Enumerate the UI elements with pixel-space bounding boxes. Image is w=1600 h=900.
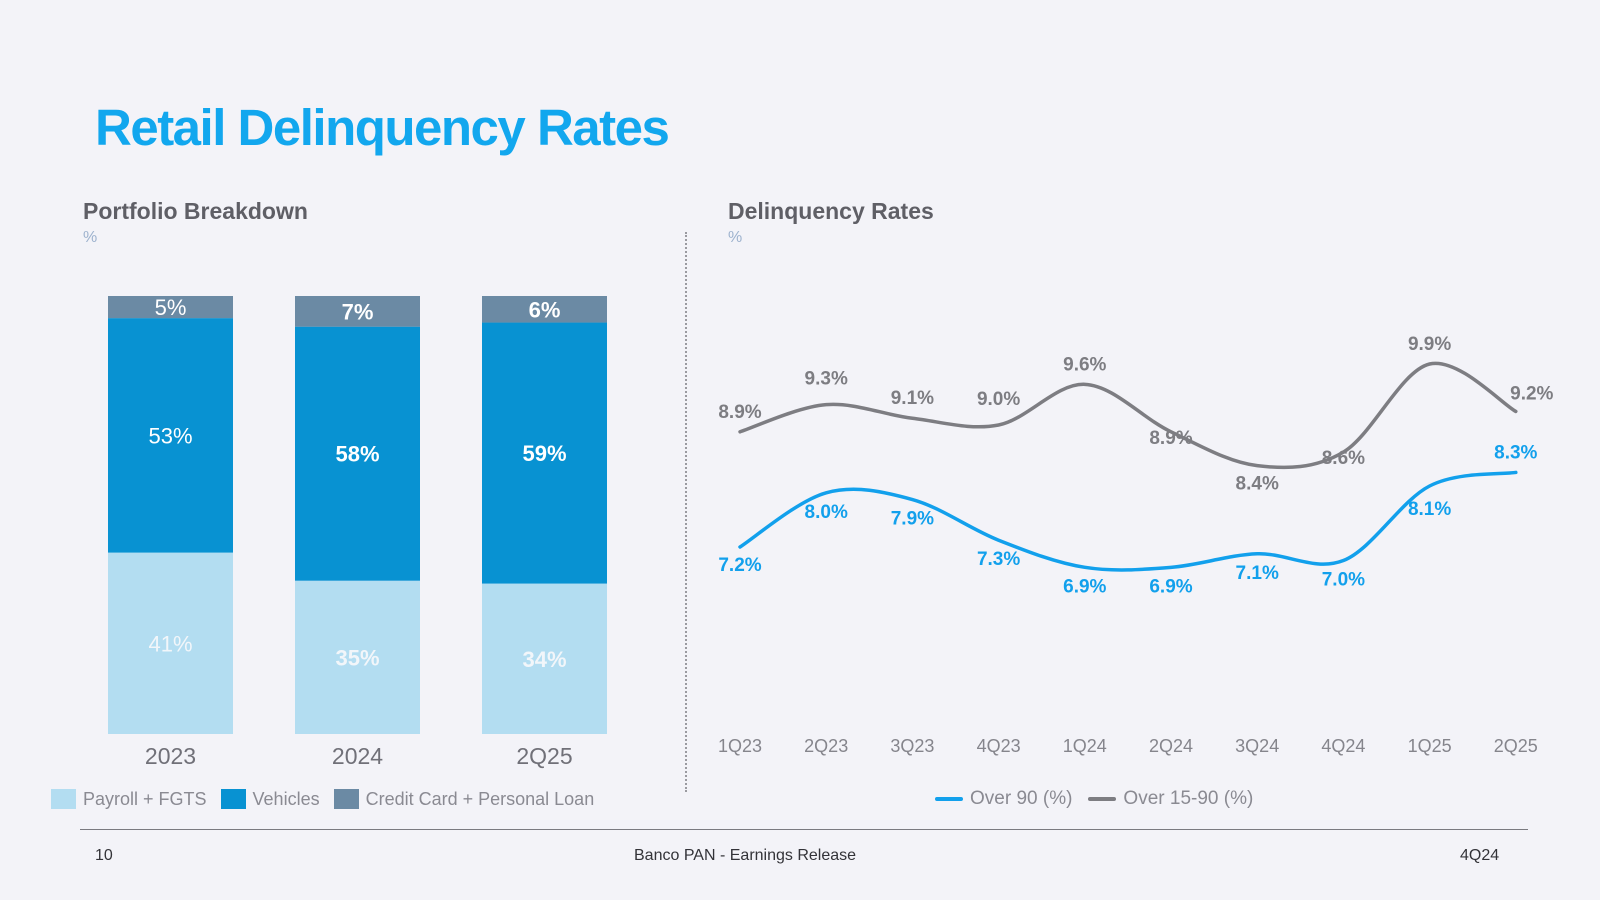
legend-label-payroll: Payroll + FGTS xyxy=(83,788,207,809)
point-label-over-90-1q25: 8.1% xyxy=(1408,499,1451,520)
legend-item-payroll: Payroll + FGTS xyxy=(51,789,207,810)
bar-vehicles-2q25 xyxy=(482,322,607,584)
x-tick-2q25: 2Q25 xyxy=(1494,736,1538,756)
point-label-over-90-3q24: 7.1% xyxy=(1236,563,1279,584)
point-label-over-90-3q23: 7.9% xyxy=(891,509,934,530)
bar-credit-card-personal-loan-2024 xyxy=(295,296,420,327)
bar-label-vehicles-2024: 58% xyxy=(335,442,379,467)
bar-credit-card-personal-loan-2023 xyxy=(108,296,233,319)
point-label-over-90-1q24: 6.9% xyxy=(1063,576,1106,597)
portfolio-chart-title: Portfolio Breakdown xyxy=(83,198,308,224)
footer-center-text: Banco PAN - Earnings Release xyxy=(634,847,857,864)
legend-label-vehicles: Vehicles xyxy=(252,788,320,809)
bar-payroll-fgts-2024 xyxy=(295,580,420,734)
x-tick-2q23: 2Q23 xyxy=(804,736,848,756)
point-label-over-90-2q23: 8.0% xyxy=(805,502,848,523)
x-tick-4q23: 4Q23 xyxy=(977,736,1021,756)
point-label-over-15-90-3q23: 9.1% xyxy=(891,388,934,409)
legend-swatch-payroll xyxy=(51,789,76,809)
x-tick-2q24: 2Q24 xyxy=(1149,736,1193,756)
point-label-over-15-90-2q25: 9.2% xyxy=(1510,383,1553,404)
legend-item-credit-card: Credit Card + Personal Loan xyxy=(333,788,595,810)
bar-payroll-fgts-2q25 xyxy=(482,583,607,734)
legend-label-over-90: Over 90 (%) xyxy=(970,788,1073,809)
x-tick-4q24: 4Q24 xyxy=(1321,736,1365,756)
bar-label-credit-card-personal-loan-2q25: 6% xyxy=(529,297,561,322)
x-tick-3q24: 3Q24 xyxy=(1235,736,1279,756)
point-label-over-15-90-4q23: 9.0% xyxy=(977,389,1020,410)
delinquency-line-chart: 8.9% 9.3% 9.1% 9.0% 9.6% 8.9% 8.4% 8.6% 9.9% 9.2%… xyxy=(718,334,1554,756)
x-tick-1q25: 1Q25 xyxy=(1408,736,1452,756)
delinquency-legend: Over 90 (%) Over 15-90 (%) xyxy=(935,788,1253,810)
footer-period: 4Q24 xyxy=(1460,847,1500,864)
legend-swatch-credit-card xyxy=(333,789,359,809)
delinquency-chart-title: Delinquency Rates xyxy=(728,198,934,224)
point-label-over-15-90-4q24: 8.6% xyxy=(1322,448,1365,469)
bar-label-payroll-fgts-2q25: 34% xyxy=(522,647,566,672)
legend-item-over-90: Over 90 (%) xyxy=(935,788,1072,810)
legend-item-over-15-90: Over 15-90 (%) xyxy=(1088,788,1253,810)
bar-credit-card-personal-loan-2q25 xyxy=(482,296,607,323)
legend-swatch-vehicles xyxy=(220,789,246,809)
point-label-over-15-90-1q24: 9.6% xyxy=(1063,354,1106,375)
point-label-over-15-90-2q23: 9.3% xyxy=(805,369,848,390)
legend-swatch-over-90 xyxy=(935,797,963,801)
x-tick-1q23: 1Q23 xyxy=(718,736,762,756)
portfolio-legend: Payroll + FGTS Vehicles Credit Card + Pe… xyxy=(51,789,594,809)
bar-label-credit-card-personal-loan-2023: 5% xyxy=(155,295,187,320)
delinquency-unit-label: % xyxy=(728,229,743,246)
line-over-15-90 xyxy=(738,361,1518,470)
bar-label-payroll-fgts-2024: 35% xyxy=(335,645,379,670)
point-label-over-90-1q23: 7.2% xyxy=(718,555,761,576)
bar-vehicles-2023 xyxy=(108,318,233,553)
legend-swatch-over-15-90 xyxy=(1088,797,1117,801)
point-label-over-90-4q23: 7.3% xyxy=(977,549,1020,570)
x-tick-2024: 2024 xyxy=(332,743,383,769)
footer-rule xyxy=(80,829,1528,830)
x-tick-1q24: 1Q24 xyxy=(1063,736,1107,756)
x-tick-3q23: 3Q23 xyxy=(890,736,934,756)
bar-payroll-fgts-2023 xyxy=(108,552,233,734)
point-label-over-15-90-1q23: 8.9% xyxy=(718,402,761,423)
line-over-90 xyxy=(738,470,1518,572)
point-label-over-15-90-1q25: 9.9% xyxy=(1408,334,1451,355)
portfolio-stacked-bar-chart: 41% 53% 5% 2023 35% 58% 7% 2024 34% 59% 6% 2Q25 xyxy=(108,295,607,769)
legend-item-vehicles: Vehicles xyxy=(220,788,320,810)
bar-label-vehicles-2023: 53% xyxy=(148,423,192,448)
section-divider xyxy=(685,232,687,792)
page-title: Retail Delinquency Rates xyxy=(95,99,670,156)
point-label-over-15-90-2q24: 8.9% xyxy=(1149,428,1192,449)
bar-vehicles-2024 xyxy=(295,326,420,581)
bar-label-payroll-fgts-2023: 41% xyxy=(148,631,192,656)
legend-label-over-15-90: Over 15-90 (%) xyxy=(1123,788,1254,809)
point-label-over-90-2q25: 8.3% xyxy=(1494,442,1537,463)
point-label-over-90-4q24: 7.0% xyxy=(1322,570,1365,591)
x-tick-2023: 2023 xyxy=(145,743,196,769)
legend-label-credit-card: Credit Card + Personal Loan xyxy=(365,788,595,809)
point-label-over-15-90-3q24: 8.4% xyxy=(1236,474,1279,495)
bar-label-vehicles-2q25: 59% xyxy=(522,441,566,466)
bar-label-credit-card-personal-loan-2024: 7% xyxy=(342,299,374,324)
x-tick-2q25: 2Q25 xyxy=(516,743,572,769)
portfolio-unit-label: % xyxy=(83,229,98,246)
page-number: 10 xyxy=(95,847,113,864)
point-label-over-90-2q24: 6.9% xyxy=(1149,576,1192,597)
